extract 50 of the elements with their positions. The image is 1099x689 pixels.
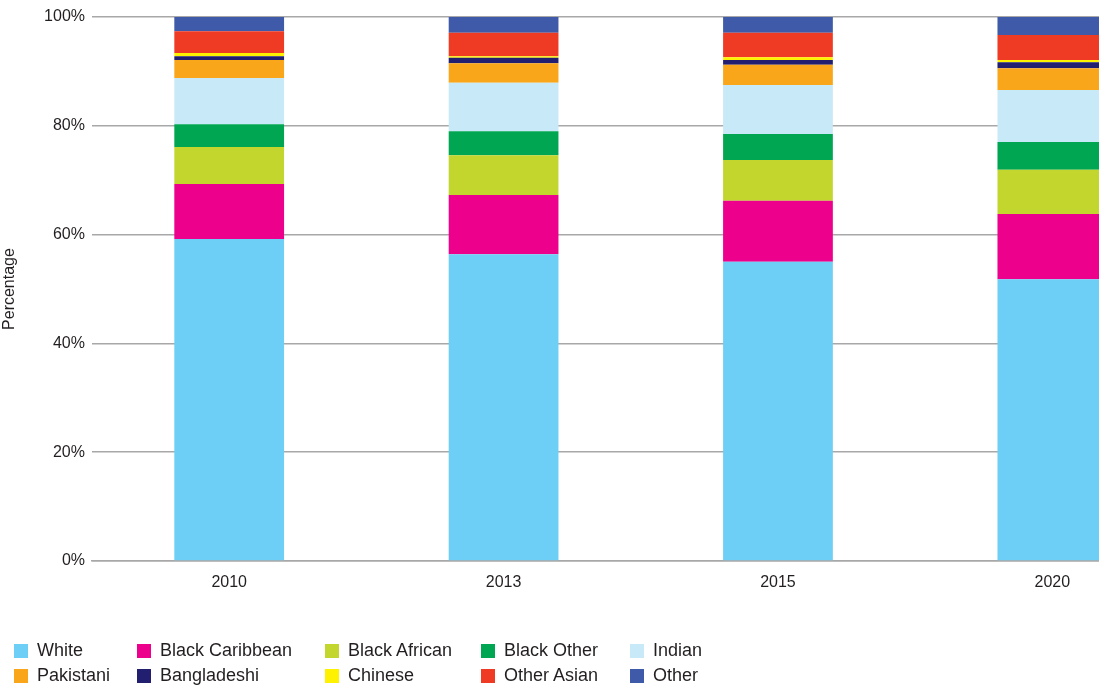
bar — [174, 52, 285, 57]
legend-label: Chinese — [348, 665, 415, 686]
bar — [174, 77, 285, 125]
bar — [174, 17, 285, 32]
bar — [723, 64, 833, 85]
bar — [723, 160, 833, 201]
legend-label: Bangladeshi — [160, 665, 260, 686]
bar — [723, 32, 833, 58]
legend-label: Other Asian — [504, 665, 599, 686]
bar — [174, 184, 285, 239]
bar — [448, 155, 559, 195]
y-tick-label: 80% — [52, 116, 85, 134]
bar — [174, 31, 285, 53]
bar — [448, 17, 559, 33]
x-tick-label: 2020 — [1034, 573, 1071, 591]
bar — [448, 63, 559, 83]
bar — [448, 254, 559, 561]
bar — [174, 56, 285, 60]
bar — [723, 85, 833, 134]
bar — [174, 238, 285, 561]
legend-label: Pakistani — [37, 665, 111, 686]
legend-label: Black Caribbean — [160, 640, 293, 661]
bar — [448, 131, 559, 156]
bar — [723, 261, 833, 561]
legend-label: Other — [653, 665, 699, 686]
y-tick-label: 40% — [52, 333, 85, 351]
bar — [723, 59, 833, 65]
x-tick-label: 2015 — [760, 573, 796, 591]
y-tick-label: 0% — [61, 551, 85, 569]
bar — [448, 82, 559, 132]
legend-label: Black Other — [504, 640, 599, 661]
bar — [448, 57, 559, 64]
y-axis-title: Percentage — [0, 247, 18, 330]
bar — [174, 59, 285, 78]
bar — [174, 147, 285, 185]
legend-label: Black African — [348, 640, 453, 661]
y-tick-label: 60% — [52, 225, 85, 243]
y-tick-label: 20% — [52, 442, 85, 460]
bar — [723, 200, 833, 262]
bar — [174, 124, 285, 148]
legend-label: Indian — [653, 640, 703, 661]
bar — [723, 57, 833, 60]
x-tick-label: 2013 — [485, 573, 522, 591]
bar — [723, 133, 833, 161]
bar — [723, 17, 833, 33]
bar — [448, 194, 559, 255]
y-tick-label: 100% — [44, 7, 85, 25]
x-tick-label: 2010 — [211, 573, 248, 591]
legend-label: White — [37, 640, 84, 661]
bar — [448, 32, 559, 57]
